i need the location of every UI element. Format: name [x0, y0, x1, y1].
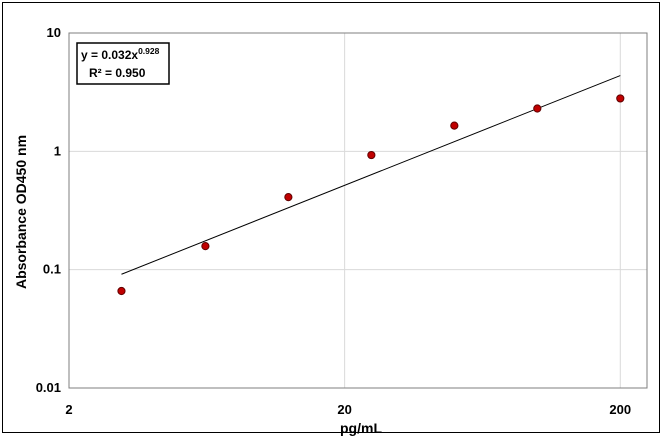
y-tick-labels: 0.01 0.1 1 10: [36, 25, 61, 395]
r-squared-label: R² = 0.950: [89, 66, 146, 80]
data-point: [284, 193, 293, 202]
data-point: [117, 286, 126, 296]
x-tick-label: 20: [337, 402, 351, 417]
data-point: [450, 121, 459, 130]
trendline-group: [121, 75, 621, 275]
data-points: [117, 94, 625, 296]
x-tick-label: 2: [65, 402, 72, 417]
y-tick-label: 10: [47, 25, 61, 40]
data-point: [533, 104, 542, 113]
x-tick-labels: 2 20 200: [65, 402, 631, 417]
y-tick-label: 0.1: [43, 262, 61, 277]
grid: [68, 32, 647, 389]
y-axis-title: Absorbance OD450 nm: [13, 135, 29, 289]
x-tick-label: 200: [609, 402, 631, 417]
data-point: [201, 242, 210, 251]
equation-box: y = 0.032x0.928 R² = 0.950: [76, 42, 170, 85]
equation-text: y = 0.032x: [81, 48, 138, 62]
plot-border: [68, 32, 648, 389]
data-point: [367, 150, 376, 160]
equation-label: y = 0.032x0.928: [81, 46, 160, 62]
y-tick-label: 0.01: [36, 380, 61, 395]
equation-exponent: 0.928: [138, 46, 160, 56]
trendline: [121, 75, 621, 275]
x-axis-title: pg/mL: [340, 420, 382, 436]
y-tick-label: 1: [54, 143, 61, 158]
data-point: [616, 94, 625, 103]
